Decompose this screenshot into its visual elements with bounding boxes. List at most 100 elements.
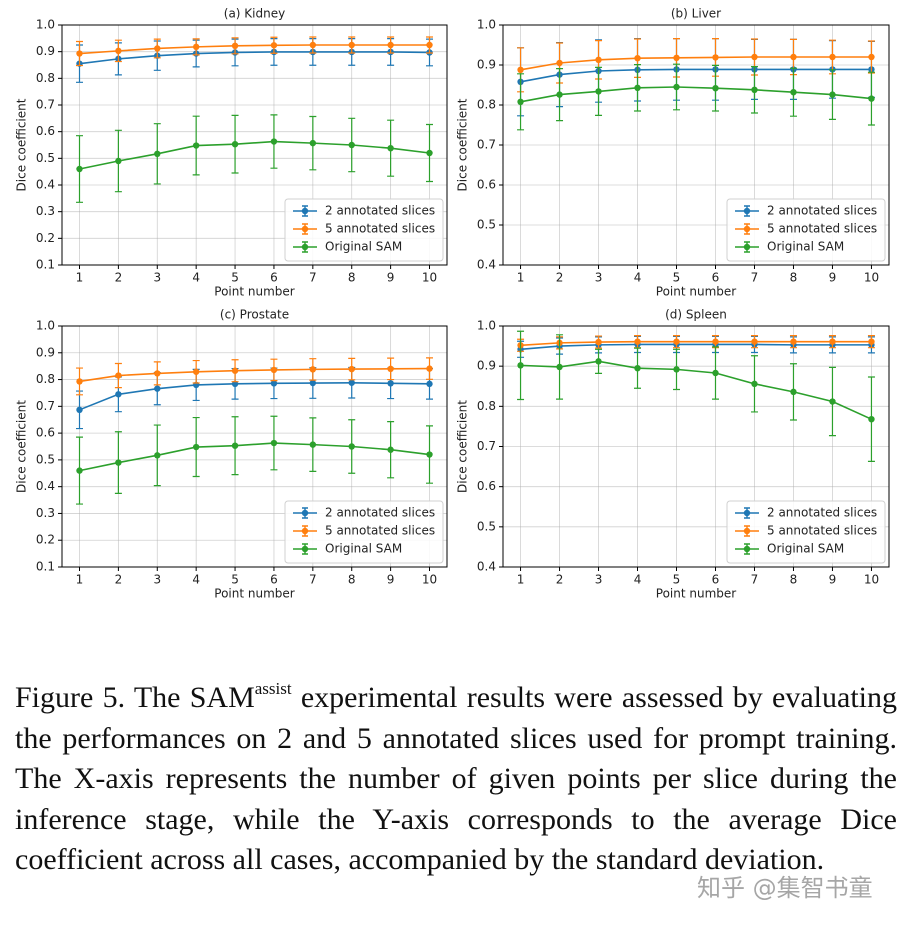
data-point [517,98,524,106]
series [76,114,433,203]
data-point [868,53,875,61]
data-point [231,141,239,148]
data-point [309,379,317,387]
data-point [712,338,719,345]
data-point [426,149,433,157]
data-point [595,358,602,365]
x-tick-label: 4 [634,271,642,285]
data-point [192,43,200,51]
y-tick-label: 0.4 [36,479,55,493]
x-tick-label: 2 [115,573,123,587]
data-point [76,467,83,474]
data-point [270,380,278,387]
y-tick-label: 0.6 [36,124,55,138]
legend-label: 5 annotated slices [325,524,435,538]
data-point [309,139,317,147]
figure: (a) Kidney 0.1 0.2 0.3 0.4 0.5 0.6 0.7 0.8 0.9 1.0… [15,7,890,601]
data-point [426,41,433,49]
x-tick-label: 10 [864,573,879,587]
data-point [309,441,317,448]
data-point [387,365,394,373]
y-tick-label: 0.1 [36,560,55,574]
legend-marker [743,545,751,553]
y-tick-label: 0.4 [477,258,496,272]
data-point [387,145,394,152]
legend-label: Original SAM [767,542,844,556]
data-point [270,439,278,447]
chart-title: (a) Kidney [224,7,285,21]
x-tick-label: 6 [712,573,720,587]
legend-marker [743,527,751,535]
series [76,415,433,505]
y-tick-label: 0.6 [477,479,496,493]
chart-title: (d) Spleen [665,308,727,322]
data-point [868,415,875,423]
data-point [154,385,161,392]
legend-marker [743,509,751,517]
data-point [790,53,797,61]
data-point [115,459,122,466]
data-point [115,391,122,398]
caption-prefix: Figure 5. The SAM [15,681,255,714]
x-tick-label: 9 [387,573,395,587]
data-point [115,372,122,379]
caption-text: experimental results were assessed by ev… [15,681,897,876]
y-tick-label: 0.3 [36,204,55,218]
y-tick-label: 0.9 [36,345,55,359]
y-tick-label: 0.3 [36,506,55,520]
y-tick-label: 0.6 [477,178,496,192]
x-tick-label: 2 [115,271,123,285]
data-point [595,338,602,346]
series-line [79,367,430,383]
data-point [673,366,680,373]
series-line [79,381,430,411]
x-tick-label: 1 [76,271,84,285]
data-point [673,83,680,91]
data-point [595,88,602,95]
data-point [751,338,758,345]
x-tick-label: 4 [192,573,200,587]
data-point [154,45,161,52]
y-axis-label: Dice coefficient [456,400,470,493]
series-line [79,51,430,65]
series [76,36,433,67]
data-point [751,380,758,388]
watermark: 知乎 @集智书童 [697,874,873,902]
legend-marker [743,243,751,251]
data-point [712,369,719,377]
y-axis-label: Dice coefficient [15,98,29,191]
data-point [348,41,355,49]
series-line [520,56,872,71]
x-tick-label: 9 [829,573,837,587]
legend-label: Original SAM [767,240,844,254]
x-tick-label: 10 [864,271,879,285]
y-tick-label: 1.0 [477,18,496,32]
y-tick-label: 0.7 [36,98,55,112]
legend-marker [743,225,751,233]
legend-marker [301,527,309,535]
y-tick-label: 1.0 [36,18,55,32]
x-tick-label: 9 [387,271,395,285]
data-point [634,364,641,372]
x-tick-label: 4 [192,271,200,285]
data-point [556,363,563,371]
y-tick-label: 1.0 [36,319,55,333]
legend-box [726,500,886,564]
data-point [270,138,278,145]
series-line [79,44,430,55]
legend-label: 2 annotated slices [325,204,435,218]
data-point [270,366,278,374]
y-tick-label: 0.5 [477,519,496,533]
series-line [520,68,872,83]
data-point [192,443,200,451]
legend-marker [301,509,309,517]
y-tick-label: 0.2 [36,533,55,547]
x-tick-label: 10 [422,573,437,587]
series-line [79,442,430,472]
x-tick-label: 3 [595,271,603,285]
series [517,38,875,117]
x-tick-label: 1 [76,573,84,587]
data-point [387,446,394,453]
series-line [520,340,872,347]
